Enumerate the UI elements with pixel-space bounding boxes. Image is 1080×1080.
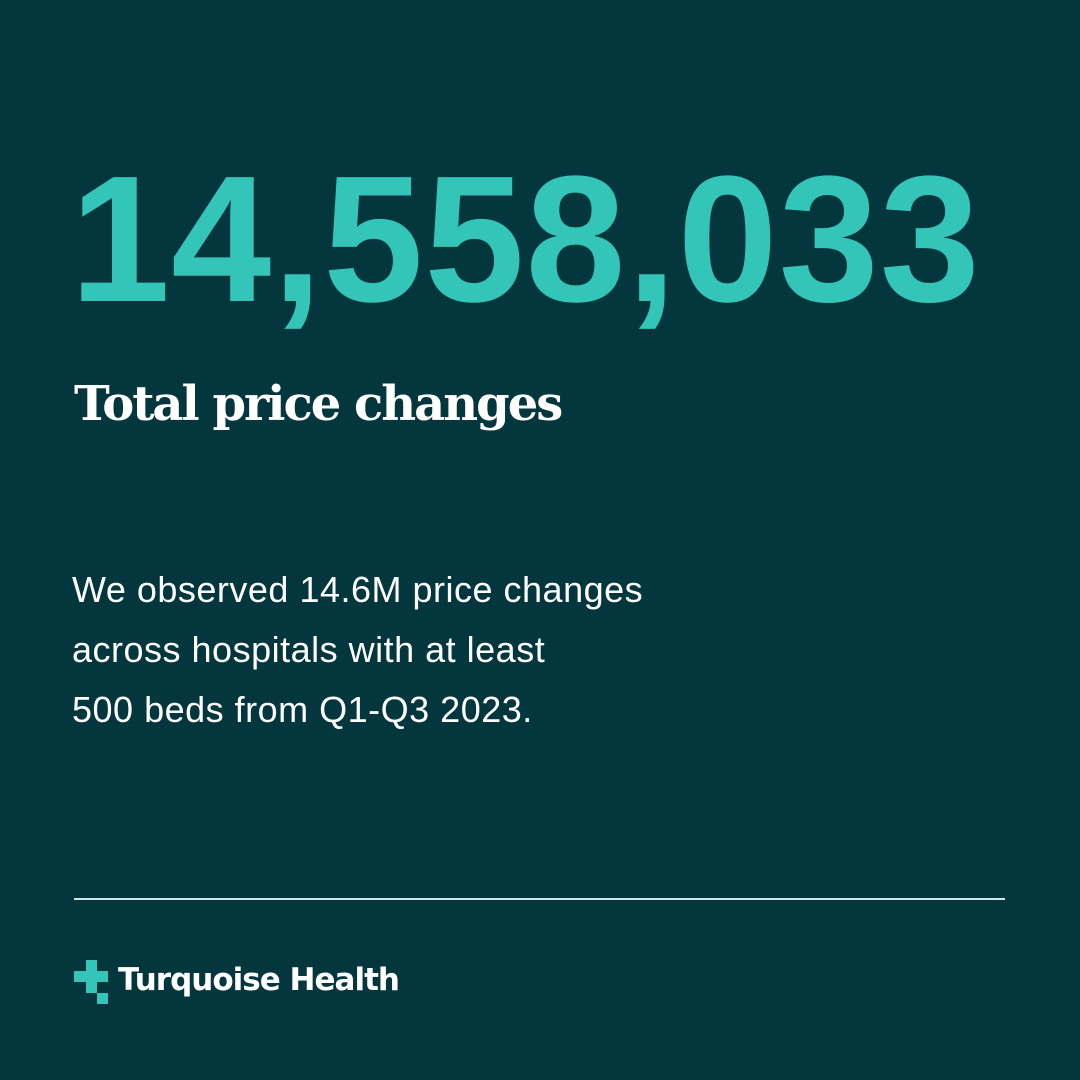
brand-name: Turquoise Health <box>118 962 400 998</box>
brand-logo: Turquoise Health <box>74 960 434 1006</box>
description-line: 500 beds from Q1-Q3 2023. <box>72 689 533 730</box>
description-line: across hospitals with at least <box>72 629 546 670</box>
headline-subtitle: Total price changes <box>74 376 563 432</box>
description-line: We observed 14.6M price changes <box>72 569 644 610</box>
divider <box>74 898 1005 900</box>
headline-number: 14,558,033 <box>70 139 981 340</box>
plus-cross-icon <box>74 960 110 1006</box>
description: We observed 14.6M price changes across h… <box>72 560 792 740</box>
